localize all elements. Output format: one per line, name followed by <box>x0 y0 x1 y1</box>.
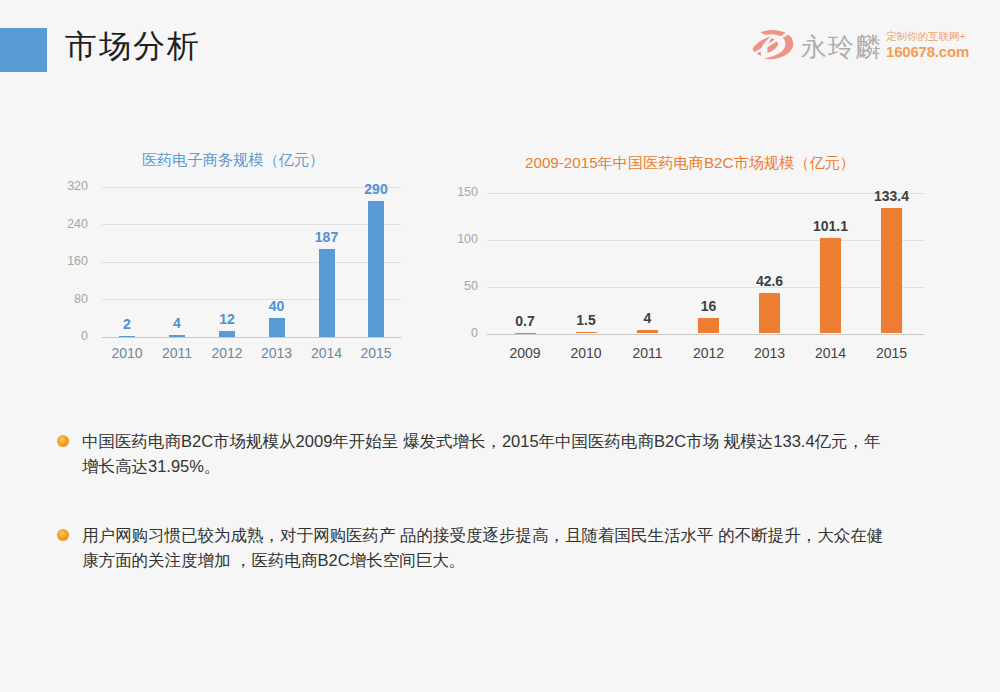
bullet-line: 用户网购习惯已较为成熟，对于网购医药产 品的接受度逐步提高，且随着国民生活水平 … <box>82 523 922 548</box>
y-axis-tick-label: 50 <box>418 279 478 294</box>
bar-value-label: 4 <box>644 310 652 326</box>
bar-value-label: 42.6 <box>756 273 783 289</box>
y-axis-tick-label: 100 <box>418 232 478 247</box>
bar <box>576 332 597 333</box>
slide: 市场分析 永玲麟 定制你的互联网+ 160678.com 医药电子商务规模（亿元… <box>0 0 1000 692</box>
y-axis-tick-label: 150 <box>418 185 478 200</box>
bullet-line: 增长高达31.95%。 <box>82 454 922 479</box>
right-chart-title: 2009-2015年中国医药电商B2C市场规模（亿元） <box>525 153 855 174</box>
gridline <box>487 240 924 241</box>
bar <box>759 293 780 333</box>
bar-value-label: 133.4 <box>874 188 909 204</box>
bar-value-label: 16 <box>701 298 717 314</box>
bar-value-label: 1.5 <box>576 312 595 328</box>
gridline <box>487 193 924 194</box>
bullet-dot-icon <box>57 435 69 447</box>
gridline <box>487 334 924 335</box>
bullet-line: 康方面的关注度增加 ，医药电商B2C增长空间巨大。 <box>82 548 922 573</box>
x-axis-category-label: 2015 <box>876 345 907 361</box>
bullet-dot-icon <box>57 529 69 541</box>
bar <box>881 208 902 333</box>
x-axis-category-label: 2014 <box>815 345 846 361</box>
x-axis-category-label: 2012 <box>693 345 724 361</box>
x-axis-category-label: 2013 <box>754 345 785 361</box>
x-axis-category-label: 2011 <box>632 345 662 361</box>
x-axis-category-label: 2009 <box>509 345 540 361</box>
bullet-item: 用户网购习惯已较为成熟，对于网购医药产 品的接受度逐步提高，且随着国民生活水平 … <box>82 523 922 573</box>
gridline <box>487 287 924 288</box>
y-axis-tick-label: 0 <box>418 326 478 341</box>
bar <box>637 330 658 334</box>
bar-value-label: 101.1 <box>813 218 848 234</box>
bar-value-label: 0.7 <box>515 313 534 329</box>
x-axis-category-label: 2010 <box>570 345 601 361</box>
bullet-item: 中国医药电商B2C市场规模从2009年开始呈 爆发式增长，2015年中国医药电商… <box>82 429 922 479</box>
bar <box>698 318 719 333</box>
right-chart: 2009-2015年中国医药电商B2C市场规模（亿元） 0 50 100 150 0.7… <box>0 0 1000 692</box>
bullet-line: 中国医药电商B2C市场规模从2009年开始呈 爆发式增长，2015年中国医药电商… <box>82 429 922 454</box>
bar <box>820 238 841 333</box>
bar <box>515 333 536 334</box>
